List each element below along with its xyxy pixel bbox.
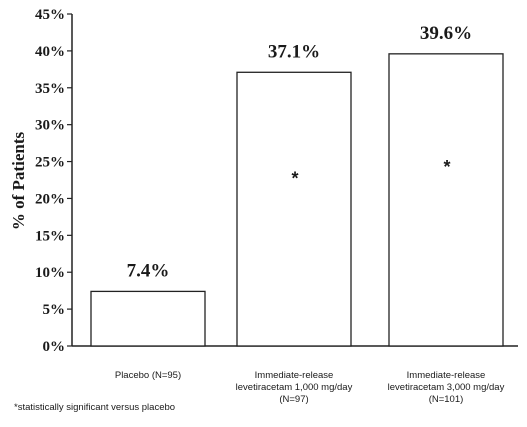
y-axis-label: % of Patients (9, 132, 28, 231)
category-label: Immediate-release (255, 370, 334, 381)
significance-marker: * (291, 168, 298, 188)
category-label: (N=97) (279, 394, 308, 405)
bar (388, 53, 504, 347)
bar (90, 290, 206, 347)
y-tick-label: 15% (35, 228, 65, 244)
bars: 7.4% Placebo (N=95) 37.1% * Immediate-releas… (90, 23, 505, 405)
category-label: Immediate-release (407, 370, 486, 381)
bar (236, 71, 352, 347)
data-label: 7.4% (127, 260, 170, 281)
category-label: Placebo (N=95) (115, 370, 181, 381)
y-tick-label: 25% (35, 155, 65, 171)
y-tick-label: 5% (43, 302, 66, 318)
data-label: 39.6% (420, 23, 472, 44)
y-tick-label: 30% (35, 118, 65, 134)
footnote: *statistically significant versus placeb… (14, 402, 176, 413)
y-tick-label: 0% (43, 339, 66, 355)
data-label: 37.1% (268, 41, 320, 62)
y-tick-label: 35% (35, 81, 65, 97)
y-tick-label: 45% (35, 7, 65, 23)
y-tick-label: 20% (35, 191, 65, 207)
category-label: levetiracetam 1,000 mg/day (236, 382, 353, 393)
category-label: (N=101) (429, 394, 464, 405)
category-label: levetiracetam 3,000 mg/day (388, 382, 505, 393)
significance-marker: * (443, 157, 450, 177)
y-tick-label: 40% (35, 44, 65, 60)
y-tick-label: 10% (35, 265, 65, 281)
